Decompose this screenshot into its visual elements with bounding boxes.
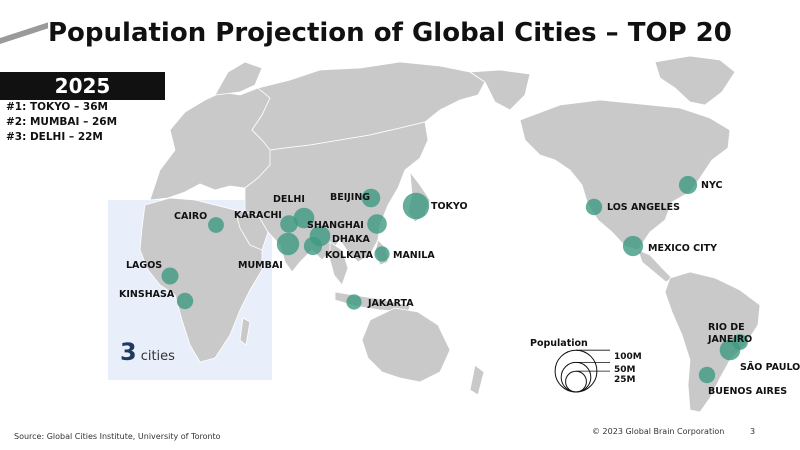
city-bubble-tokyo [402, 192, 430, 220]
city-bubble-buenos-aires [698, 366, 716, 384]
city-bubble-delhi [293, 207, 315, 229]
city-label-mumbai: MUMBAI [238, 260, 283, 271]
city-bubble-lagos [161, 267, 179, 285]
page-title: Population Projection of Global Cities –… [48, 18, 732, 48]
city-label-manila: MANILA [393, 250, 435, 261]
land-australia [361, 307, 451, 383]
legend-label-50m: 50M [614, 365, 636, 375]
africa-count-unit: cities [140, 349, 175, 364]
city-bubbles [161, 175, 748, 384]
year-heading: 2025 [0, 72, 165, 100]
city-label-kinshasa: KINSHASA [119, 289, 175, 300]
land-north-america [519, 99, 731, 251]
city-label-nyc: NYC [701, 180, 723, 191]
population-legend-circles [554, 349, 610, 393]
city-bubble-karachi [280, 215, 298, 233]
city-bubble-cairo [208, 217, 224, 233]
city-label-cairo: CAIRO [174, 211, 208, 222]
land-arabia [234, 209, 269, 251]
land-new-zealand [469, 364, 485, 396]
city-bubble-nyc [678, 175, 698, 195]
legend-label-25m: 25M [614, 375, 636, 385]
copyright-note: © 2023 Global Brain Corporation [592, 427, 725, 436]
city-bubble-shanghai [367, 214, 387, 234]
city-bubble-manila [374, 246, 390, 262]
city-bubble-s-o-paulo [719, 339, 741, 361]
land-south-america [664, 271, 761, 413]
city-label-rio-de-janeiro: RIO DE JANEIRO [708, 322, 753, 345]
land-indochina [329, 241, 349, 286]
city-label-karachi: KARACHI [234, 210, 282, 221]
top-city-rank-3: #3: DELHI – 22M [6, 131, 103, 143]
city-label-jakarta: JAKARTA [368, 298, 414, 309]
city-bubble-beijing [361, 188, 381, 208]
legend-title: Population [530, 338, 588, 349]
top-city-rank-2: #2: MUMBAI – 26M [6, 116, 118, 128]
legend-circle-50m [560, 361, 592, 393]
land-alaska [468, 69, 531, 111]
year-summary-panel: 2025 #1: TOKYO – 36M #2: MUMBAI – 26M #3… [0, 72, 165, 156]
africa-city-count: 3 cities [120, 338, 175, 366]
city-label-los-angeles: LOS ANGELES [607, 202, 680, 213]
city-bubble-kinshasa [176, 292, 194, 310]
city-label-sao-paulo: SÃO PAULO [740, 362, 800, 373]
land-madagascar [239, 317, 251, 346]
city-label-buenos-aires: BUENOS AIRES [708, 386, 788, 397]
city-label-dhaka: DHAKA [332, 234, 370, 245]
land-central-america [637, 249, 673, 283]
land-scandinavia [214, 61, 263, 96]
africa-count-number: 3 [120, 338, 137, 366]
legend-label-100m: 100M [614, 352, 642, 362]
source-note: Source: Global Cities Institute, Univers… [14, 432, 221, 441]
city-bubble-mexico-city [622, 235, 644, 257]
city-label-mexico-city: MEXICO CITY [648, 243, 718, 254]
city-label-kolkata: KOLKATA [325, 250, 374, 261]
top-city-rank-1: #1: TOKYO – 36M [6, 101, 108, 113]
city-label-lagos: LAGOS [126, 260, 163, 271]
city-label-shanghai: SHANGHAI [307, 220, 364, 231]
city-label-tokyo: TOKYO [431, 201, 468, 212]
land-greenland [654, 55, 736, 106]
land-masses [139, 55, 761, 413]
city-bubble-mumbai [276, 232, 300, 256]
city-label-delhi: DELHI [273, 194, 305, 205]
legend-circle-25m [565, 370, 587, 393]
land-africa [139, 197, 263, 363]
city-label-beijing: BEIJING [330, 192, 371, 203]
city-bubble-kolkata [303, 236, 323, 256]
page-number: 3 [750, 427, 756, 436]
city-bubble-los-angeles [585, 198, 603, 216]
city-bubble-jakarta [346, 294, 362, 310]
